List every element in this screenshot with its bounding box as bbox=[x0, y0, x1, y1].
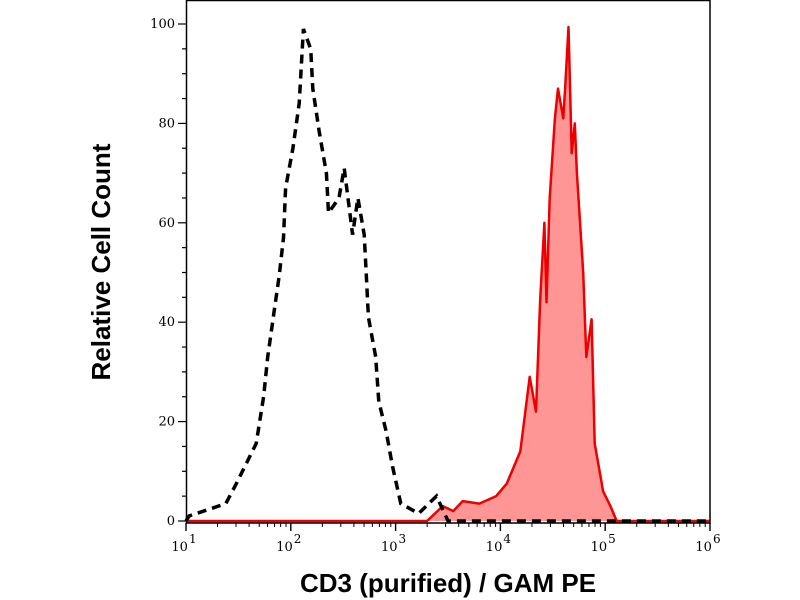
y-axis-title: Relative Cell Count bbox=[86, 143, 116, 380]
plot-frame bbox=[185, 0, 711, 524]
x-axis-title: CD3 (purified) / GAM PE bbox=[300, 568, 596, 598]
y-tick-label: 80 bbox=[158, 116, 175, 131]
stained-histogram-line bbox=[186, 25, 710, 523]
x-tick-exponent: 5 bbox=[608, 532, 616, 546]
x-tick-exponent: 3 bbox=[399, 532, 407, 546]
x-tick-base: 10 bbox=[171, 540, 188, 555]
x-tick-label: 103 bbox=[381, 532, 406, 555]
x-tick-base: 10 bbox=[381, 540, 398, 555]
x-tick-exponent: 6 bbox=[713, 532, 721, 546]
x-tick-label: 105 bbox=[591, 532, 616, 555]
y-tick-label: 20 bbox=[158, 415, 175, 430]
stained-histogram-fill bbox=[186, 27, 710, 521]
x-tick-exponent: 1 bbox=[189, 532, 197, 546]
x-tick-base: 10 bbox=[695, 540, 712, 555]
x-tick-label: 102 bbox=[276, 532, 301, 555]
x-tick-exponent: 4 bbox=[503, 532, 511, 546]
x-tick-base: 10 bbox=[486, 540, 503, 555]
x-tick-exponent: 2 bbox=[294, 532, 302, 546]
y-tick-label: 60 bbox=[158, 216, 175, 231]
x-tick-label: 104 bbox=[486, 532, 512, 555]
y-tick-label: 100 bbox=[150, 17, 175, 32]
x-tick-label: 106 bbox=[695, 532, 720, 555]
x-tick-base: 10 bbox=[591, 540, 608, 555]
series-layer bbox=[184, 25, 710, 523]
control-histogram-line bbox=[184, 28, 710, 523]
x-tick-base: 10 bbox=[276, 540, 293, 555]
x-tick-label: 101 bbox=[171, 532, 196, 555]
y-tick-label: 40 bbox=[158, 315, 175, 330]
y-tick-label: 0 bbox=[167, 514, 175, 529]
axes-layer bbox=[185, 0, 711, 524]
